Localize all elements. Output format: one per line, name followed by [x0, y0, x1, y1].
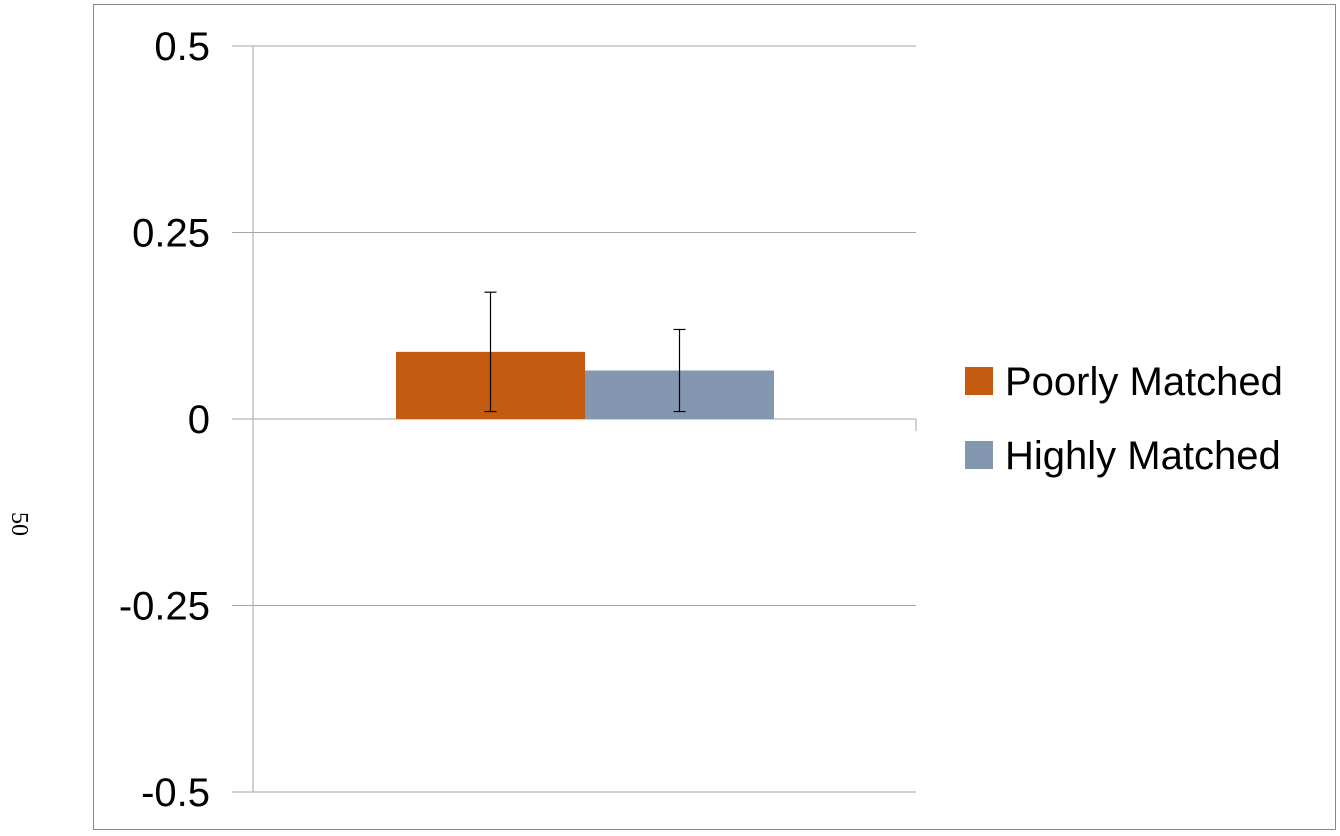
legend: Poorly Matched Highly Matched	[965, 360, 1283, 478]
y-tick-label: -0.25	[119, 585, 210, 629]
y-tick-label: 0.5	[154, 25, 210, 69]
legend-swatch	[965, 367, 993, 395]
y-tick-label: -0.5	[141, 771, 210, 815]
bars	[396, 351, 774, 419]
y-tick-labels: 0.5 0.25 0 -0.25 -0.5	[119, 25, 210, 815]
legend-label: Poorly Matched	[1005, 360, 1283, 404]
error-bars	[484, 291, 686, 413]
legend-label: Highly Matched	[1005, 434, 1281, 478]
y-tick-label: 0.25	[132, 212, 210, 256]
legend-swatch	[965, 441, 993, 469]
y-tick-label: 0	[188, 398, 210, 442]
